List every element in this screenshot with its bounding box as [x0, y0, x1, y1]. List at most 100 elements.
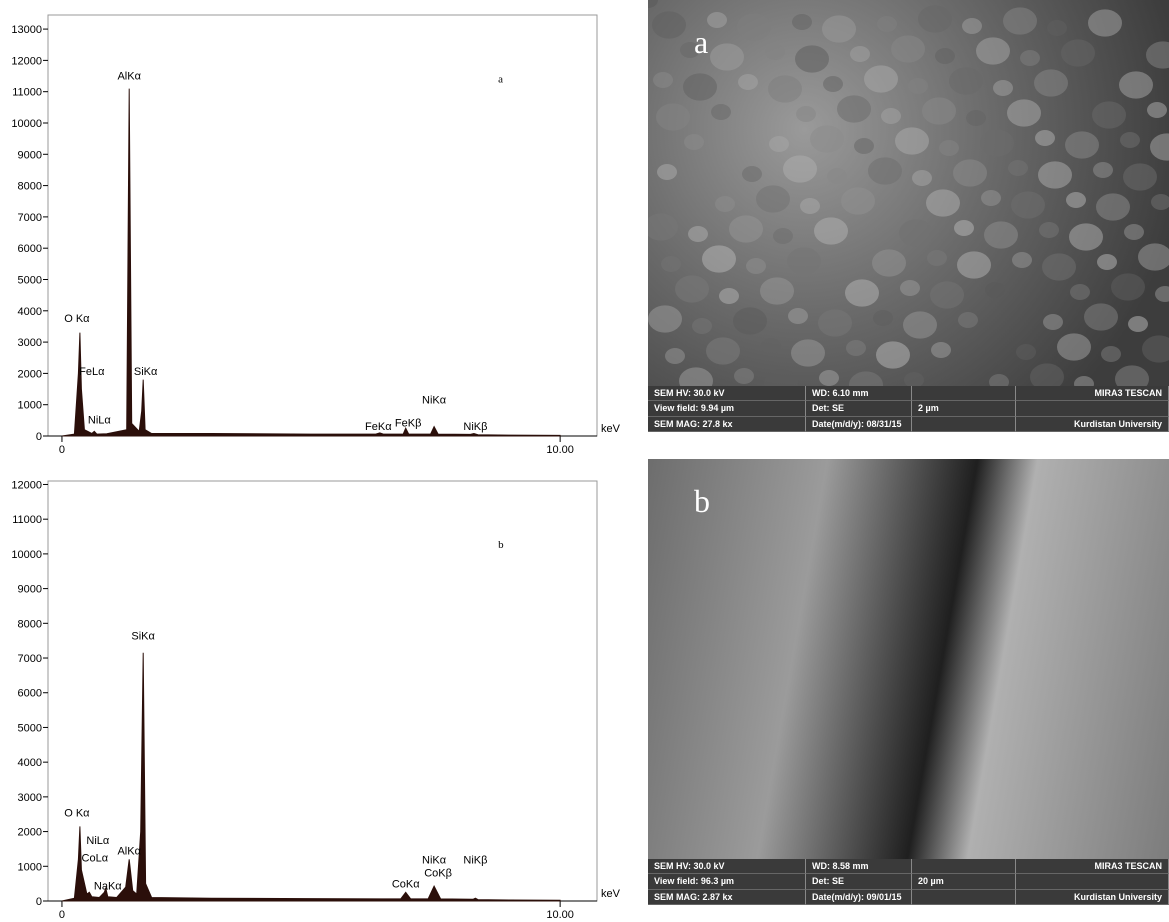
footer-cell: MIRA3 TESCAN — [1016, 386, 1169, 401]
particle — [1043, 314, 1063, 330]
particle — [872, 249, 906, 276]
particle — [822, 15, 856, 42]
particle — [1069, 223, 1103, 250]
footer-cell: View field: 9.94 µm — [648, 401, 806, 416]
particle — [846, 340, 866, 356]
particle — [1088, 9, 1122, 36]
particle — [1119, 71, 1153, 98]
y-tick-label: 6000 — [18, 688, 42, 700]
particle — [927, 250, 947, 266]
particle — [719, 288, 739, 304]
particle — [1042, 253, 1076, 280]
particle — [1097, 254, 1117, 270]
peak-label: CoLα — [82, 853, 109, 865]
particle — [679, 367, 713, 386]
peak-label: AlKα — [117, 846, 141, 858]
footer-cell — [1016, 874, 1169, 889]
particle — [692, 318, 712, 334]
particle — [1093, 162, 1113, 178]
particle — [818, 309, 852, 336]
peak-label: O Kα — [64, 313, 90, 325]
particle — [930, 281, 964, 308]
peak-label: SiKα — [134, 366, 158, 378]
particle — [908, 78, 928, 94]
particle — [1084, 303, 1118, 330]
panel-label: b — [498, 539, 504, 551]
particle — [800, 198, 820, 214]
particle — [891, 35, 925, 62]
peak-label: NiKα — [422, 394, 447, 406]
y-tick-label: 0 — [36, 431, 42, 443]
peak-label: NaKα — [94, 880, 122, 892]
particle — [1128, 316, 1148, 332]
x-tick-label: 0 — [59, 909, 65, 921]
y-tick-label: 3000 — [18, 792, 42, 804]
particle — [1034, 69, 1068, 96]
particle — [904, 372, 924, 386]
particle — [1101, 346, 1121, 362]
particle — [652, 11, 686, 38]
particle — [746, 258, 766, 274]
footer-cell: Kurdistan University — [1016, 417, 1169, 432]
particle — [1065, 131, 1099, 158]
footer-cell: WD: 6.10 mm — [806, 386, 912, 401]
particle — [953, 159, 987, 186]
x-axis-label: keV — [601, 423, 621, 435]
particle — [764, 369, 798, 386]
particle — [958, 312, 978, 328]
particle — [1142, 335, 1169, 362]
particle — [648, 305, 682, 332]
particle — [1003, 7, 1037, 34]
particle — [1061, 39, 1095, 66]
particle — [1155, 286, 1169, 302]
particle — [788, 308, 808, 324]
particle — [738, 74, 758, 90]
particle — [873, 310, 893, 326]
footer-cell — [912, 859, 1016, 874]
particle — [792, 14, 812, 30]
peak-label: NiKβ — [463, 854, 487, 866]
charts: 0100020003000400050006000700080009000100… — [0, 0, 640, 922]
particle — [1120, 132, 1140, 148]
peak-label: NiLα — [86, 835, 110, 847]
spectrum — [62, 89, 560, 436]
footer-cell: SEM MAG: 2.87 kx — [648, 890, 806, 905]
particle — [795, 45, 829, 72]
panel-label: b — [694, 483, 710, 520]
particle — [926, 189, 960, 216]
footer-cell: WD: 8.58 mm — [806, 859, 912, 874]
particle — [1011, 191, 1045, 218]
particle — [688, 226, 708, 242]
particle — [962, 18, 982, 34]
particle — [827, 168, 847, 184]
particle — [900, 280, 920, 296]
particle — [787, 247, 821, 274]
particle — [954, 220, 974, 236]
footer-cell: Date(m/d/y): 09/01/15 — [806, 890, 912, 905]
particle — [733, 307, 767, 334]
particle — [985, 282, 1005, 298]
particle — [729, 215, 763, 242]
particle — [768, 75, 802, 102]
particle — [957, 251, 991, 278]
footer-cell — [912, 890, 1016, 905]
footer-cell: SEM MAG: 27.8 kx — [648, 417, 806, 432]
particle — [683, 73, 717, 100]
particle — [1111, 273, 1145, 300]
particle — [868, 157, 902, 184]
footer-cell — [1016, 401, 1169, 416]
y-tick-label: 1000 — [18, 400, 42, 412]
footer-cell — [912, 417, 1016, 432]
particle — [864, 65, 898, 92]
y-tick-label: 1000 — [18, 861, 42, 873]
y-tick-label: 5000 — [18, 274, 42, 286]
particle — [823, 76, 843, 92]
y-tick-label: 8000 — [18, 181, 42, 193]
particle — [734, 368, 754, 384]
particle — [912, 170, 932, 186]
particle — [1007, 99, 1041, 126]
y-tick-label: 4000 — [18, 306, 42, 318]
particle — [989, 374, 1009, 386]
particle — [918, 5, 952, 32]
